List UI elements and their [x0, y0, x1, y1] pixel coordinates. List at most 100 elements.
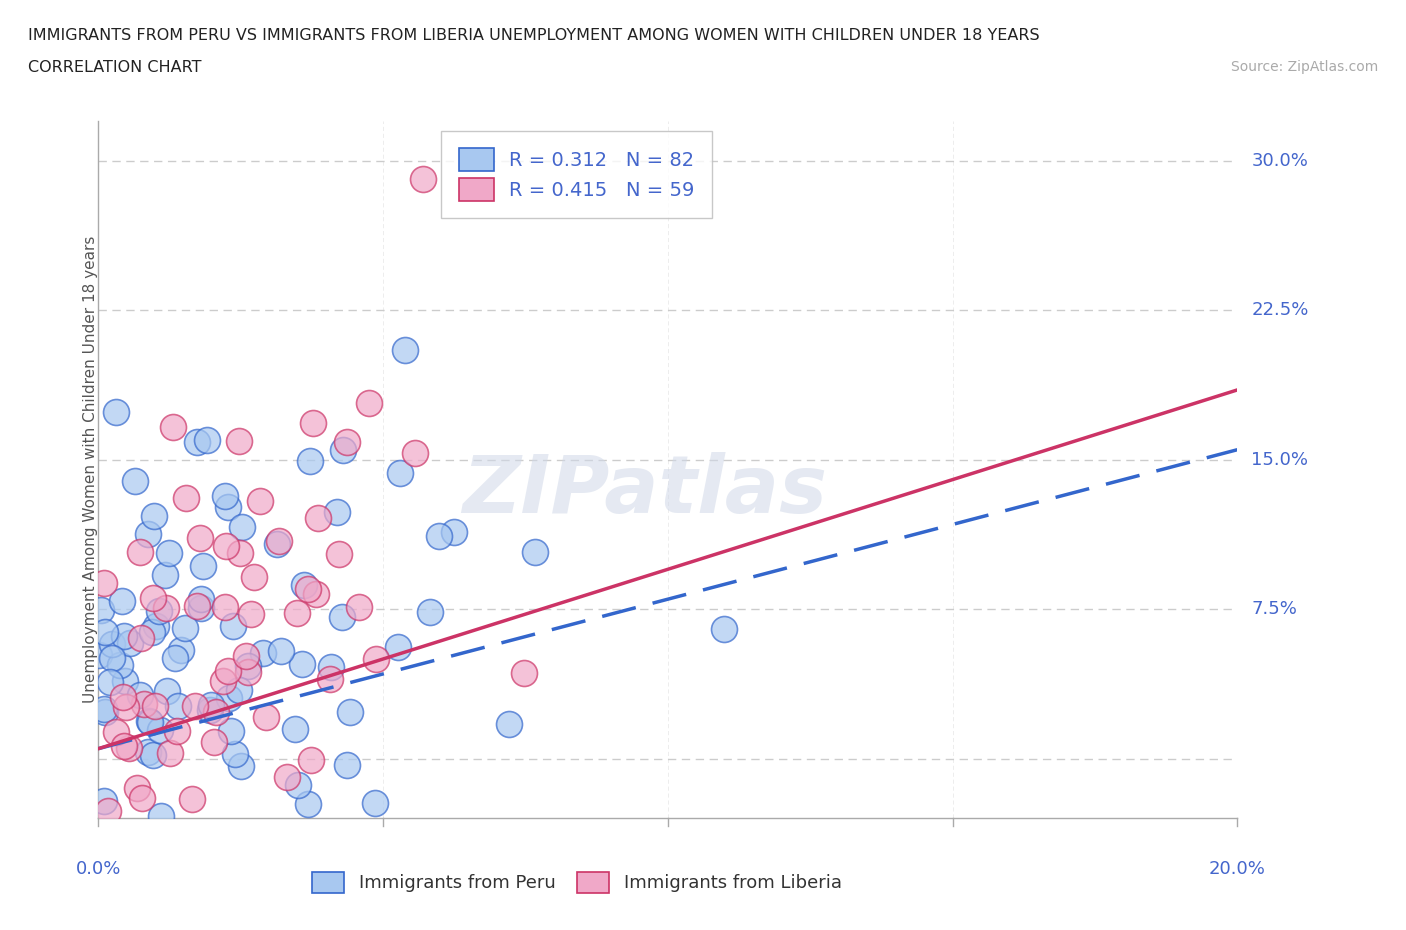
- Point: [200, 698, 222, 712]
- Point: [159, 745, 181, 760]
- Text: 30.0%: 30.0%: [1251, 152, 1308, 170]
- Point: [93, 793, 115, 808]
- Point: [267, 533, 290, 548]
- Point: [186, 435, 208, 450]
- Point: [169, 865, 191, 880]
- Point: [287, 777, 309, 792]
- Text: Source: ZipAtlas.com: Source: ZipAtlas.com: [1230, 60, 1378, 74]
- Point: [235, 648, 257, 663]
- Point: [498, 716, 520, 731]
- Text: IMMIGRANTS FROM PERU VS IMMIGRANTS FROM LIBERIA UNEMPLOYMENT AMONG WOMEN WITH CH: IMMIGRANTS FROM PERU VS IMMIGRANTS FROM …: [28, 28, 1040, 43]
- Y-axis label: Unemployment Among Women with Children Under 18 years: Unemployment Among Women with Children U…: [83, 236, 97, 703]
- Point: [155, 601, 177, 616]
- Point: [299, 752, 322, 767]
- Point: [336, 758, 359, 773]
- Text: 22.5%: 22.5%: [1251, 301, 1309, 319]
- Point: [101, 650, 124, 665]
- Point: [118, 740, 141, 755]
- Point: [93, 625, 115, 640]
- Point: [111, 690, 134, 705]
- Point: [90, 603, 112, 618]
- Point: [254, 710, 277, 724]
- Point: [167, 698, 190, 713]
- Point: [404, 446, 426, 461]
- Point: [513, 665, 536, 680]
- Point: [131, 790, 153, 805]
- Point: [148, 604, 170, 618]
- Point: [111, 593, 134, 608]
- Point: [276, 769, 298, 784]
- Point: [330, 609, 353, 624]
- Point: [141, 857, 163, 871]
- Point: [195, 432, 218, 447]
- Point: [129, 631, 152, 645]
- Point: [270, 644, 292, 658]
- Point: [157, 546, 180, 561]
- Point: [229, 546, 252, 561]
- Text: 20.0%: 20.0%: [1209, 860, 1265, 878]
- Point: [307, 511, 329, 525]
- Point: [215, 538, 238, 553]
- Point: [143, 509, 166, 524]
- Point: [219, 724, 242, 738]
- Point: [231, 759, 253, 774]
- Point: [285, 605, 308, 620]
- Point: [266, 537, 288, 551]
- Point: [336, 435, 359, 450]
- Point: [231, 519, 253, 534]
- Point: [190, 870, 212, 885]
- Point: [110, 658, 132, 672]
- Point: [87, 647, 110, 662]
- Point: [143, 698, 166, 713]
- Point: [214, 600, 236, 615]
- Point: [243, 569, 266, 584]
- Point: [218, 690, 240, 705]
- Point: [114, 673, 136, 688]
- Point: [149, 723, 172, 737]
- Point: [112, 629, 135, 644]
- Text: 7.5%: 7.5%: [1251, 600, 1298, 618]
- Text: CORRELATION CHART: CORRELATION CHART: [28, 60, 201, 75]
- Point: [297, 796, 319, 811]
- Point: [205, 704, 228, 719]
- Point: [238, 664, 260, 679]
- Point: [211, 674, 233, 689]
- Point: [247, 855, 270, 870]
- Point: [105, 724, 128, 739]
- Point: [193, 558, 215, 573]
- Point: [188, 530, 211, 545]
- Point: [101, 637, 124, 652]
- Point: [150, 808, 173, 823]
- Point: [389, 466, 412, 481]
- Point: [128, 688, 150, 703]
- Point: [124, 473, 146, 488]
- Point: [443, 525, 465, 539]
- Point: [292, 578, 315, 592]
- Point: [132, 831, 155, 846]
- Point: [412, 172, 434, 187]
- Point: [190, 600, 212, 615]
- Point: [139, 714, 162, 729]
- Point: [142, 591, 165, 605]
- Point: [156, 684, 179, 698]
- Point: [332, 443, 354, 458]
- Text: ZIPatlas: ZIPatlas: [463, 452, 828, 529]
- Point: [217, 663, 239, 678]
- Point: [228, 433, 250, 448]
- Point: [387, 640, 409, 655]
- Point: [523, 544, 546, 559]
- Point: [252, 645, 274, 660]
- Text: 0.0%: 0.0%: [76, 860, 121, 878]
- Point: [118, 635, 141, 650]
- Point: [305, 587, 328, 602]
- Point: [240, 607, 263, 622]
- Point: [145, 619, 167, 634]
- Point: [198, 703, 221, 718]
- Point: [394, 342, 416, 357]
- Point: [93, 913, 115, 928]
- Point: [222, 618, 245, 633]
- Point: [249, 494, 271, 509]
- Point: [347, 600, 370, 615]
- Point: [328, 547, 350, 562]
- Point: [129, 544, 152, 559]
